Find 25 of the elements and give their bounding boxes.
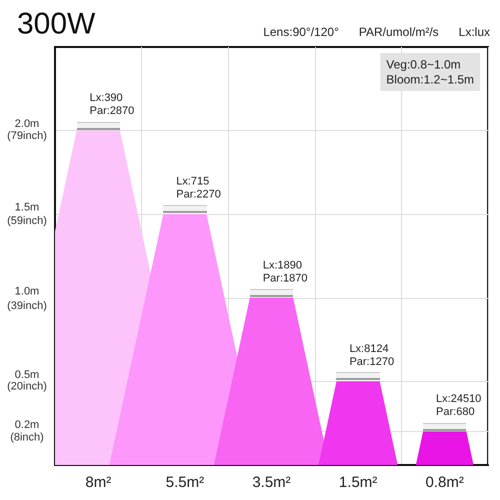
y-tick-label: 1.0m xyxy=(14,285,40,298)
x-tick-label: 0.8m² xyxy=(426,474,464,491)
y-tick-label: 2.0m xyxy=(14,118,40,130)
y-tick-label: 0.5m xyxy=(14,368,40,381)
x-tick-label: 1.5m² xyxy=(338,474,378,491)
y-tick-label: 0.2m xyxy=(14,419,40,432)
data-label: Lx:715 Par:2270 xyxy=(176,176,221,201)
text: Lens:90°/120° xyxy=(263,25,340,39)
y-tick-label: 1.5m xyxy=(14,202,40,214)
data-label: Lx:390 Par:2870 xyxy=(90,92,134,118)
data-label: Lx:1890 Par:1870 xyxy=(262,259,308,284)
y2-tick-label: (59inch) xyxy=(7,214,47,227)
chart-title: 300W xyxy=(17,8,96,40)
x-tick-label: 3.5m² xyxy=(252,474,291,491)
data-label: Lx:24510 Par:680 xyxy=(436,393,482,418)
annotation: Veg:0.8~1.0m Bloom:1.2~1.5m xyxy=(386,58,474,86)
y2-tick-label: (39inch) xyxy=(7,300,47,312)
data-label: Lx:8124 Par:1270 xyxy=(349,342,394,368)
text: Lx:lux xyxy=(458,25,490,39)
y2-tick-label: (8inch) xyxy=(10,432,44,444)
text: PAR/umol/m²/s xyxy=(358,25,439,39)
x-tick-label: 5.5m² xyxy=(166,474,204,491)
y2-tick-label: (79inch) xyxy=(7,130,47,142)
x-tick-label: 8m² xyxy=(85,474,112,491)
y2-tick-label: (20inch) xyxy=(7,380,47,393)
